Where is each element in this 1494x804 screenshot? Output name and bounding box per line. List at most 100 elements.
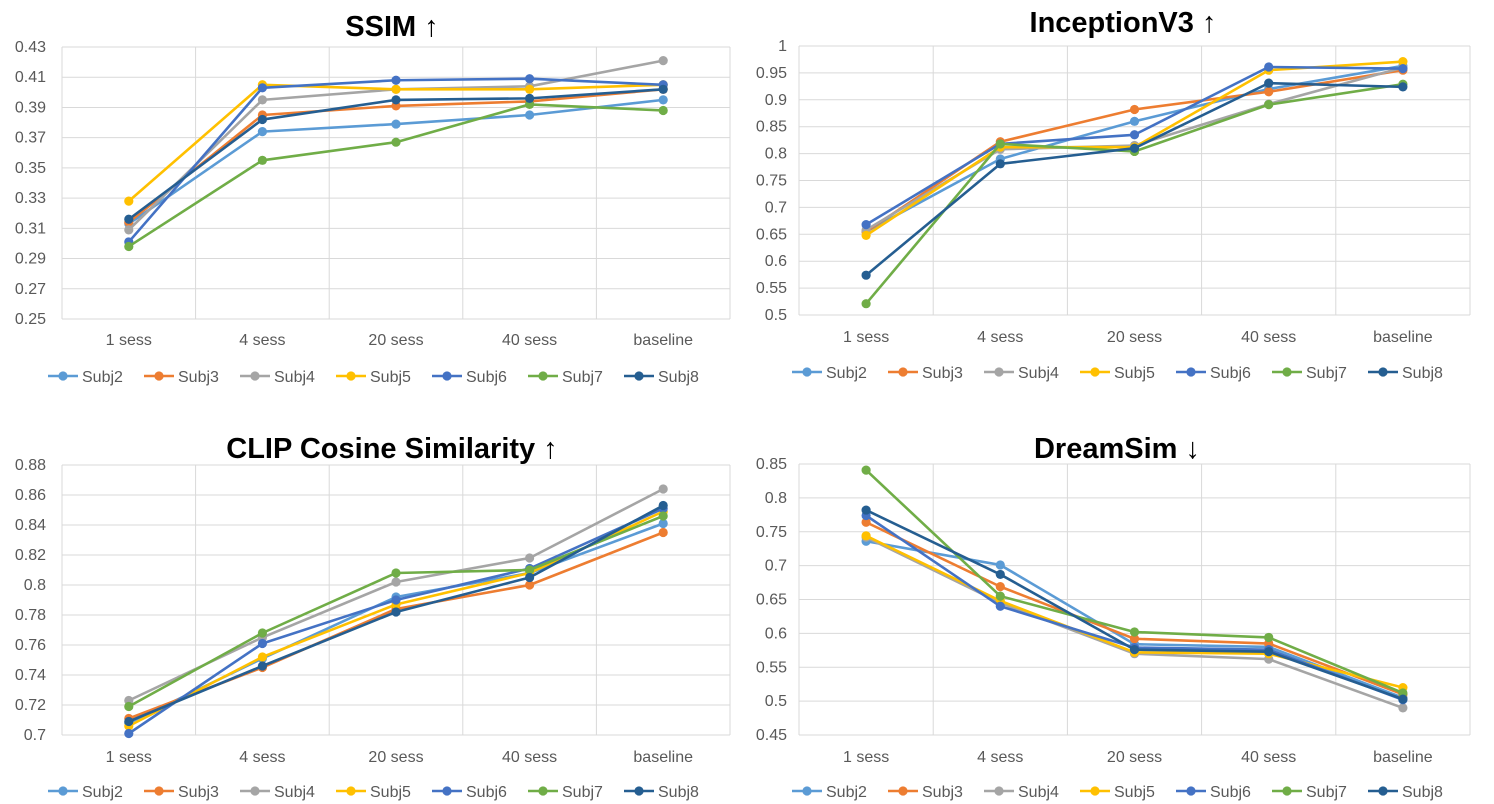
legend-label: Subj7 [1306, 365, 1347, 382]
legend-item-subj3: Subj3 [888, 784, 963, 801]
legend-swatch-marker [1090, 367, 1100, 377]
legend-swatch-marker [154, 786, 164, 796]
data-point-subj5 [861, 531, 871, 541]
legend-swatch-marker [1090, 786, 1100, 796]
series-line-subj2 [128, 98, 664, 225]
data-point-subj3 [658, 527, 668, 538]
x-tick-label: 1 sess [843, 749, 889, 766]
data-point-subj6 [391, 75, 401, 85]
legend-label: Subj3 [922, 784, 963, 801]
data-point-subj7 [1129, 627, 1140, 637]
x-tick-label: 40 sess [502, 749, 557, 766]
legend-swatch-marker [58, 371, 68, 381]
data-point-subj6 [257, 83, 267, 93]
data-point-subj2 [391, 119, 401, 129]
y-tick-label: 0.6 [765, 625, 787, 642]
y-tick-label: 0.55 [756, 280, 787, 297]
chart-title: DreamSim ↓ [1034, 433, 1200, 465]
data-point-subj8 [525, 572, 535, 583]
y-tick-label: 0.95 [756, 65, 787, 82]
y-tick-label: 0.85 [756, 456, 787, 473]
x-tick-label: 4 sess [239, 749, 285, 766]
legend-label: Subj8 [1402, 784, 1443, 801]
legend-swatch-marker [898, 786, 908, 796]
x-tick-label: 4 sess [239, 332, 285, 349]
legend-label: Subj5 [370, 369, 411, 386]
series-line-subj6 [865, 514, 1404, 701]
data-point-subj7 [391, 137, 401, 147]
series-line-subj8 [865, 508, 1404, 701]
legend-swatch-marker [1186, 786, 1196, 796]
legend-swatch-marker [250, 786, 260, 796]
legend-label: Subj5 [1114, 365, 1155, 382]
y-tick-label: 0.6 [765, 253, 787, 270]
data-point-subj8 [1264, 647, 1274, 657]
x-tick-label: 40 sess [1241, 329, 1296, 346]
data-point-subj6 [995, 601, 1005, 611]
legend-item-subj7: Subj7 [528, 784, 603, 801]
series-line-subj2 [128, 522, 664, 725]
legend-item-subj4: Subj4 [984, 784, 1059, 801]
legend-item-subj2: Subj2 [792, 365, 867, 382]
x-tick-label: baseline [1373, 749, 1433, 766]
y-tick-label: 0.8 [765, 146, 787, 163]
data-point-subj6 [391, 595, 401, 605]
chart-inceptionv3: InceptionV3 ↑ 0.5 0.55 0.6 0.65 0.7 0.75 0.8 0.8… [756, 7, 1471, 382]
legend-item-subj8: Subj8 [1368, 365, 1443, 382]
legend-label: Subj6 [466, 369, 507, 386]
data-point-subj2 [658, 518, 668, 529]
legend-swatch-marker [1282, 367, 1292, 377]
y-tick-label: 0.33 [15, 190, 46, 207]
x-tick-label: 40 sess [502, 332, 557, 349]
legend-swatch-marker [538, 786, 548, 796]
legend-label: Subj5 [370, 784, 411, 801]
y-tick-label: 0.5 [765, 693, 787, 710]
series-line-subj3 [128, 531, 664, 720]
y-tick-label: 0.85 [756, 119, 787, 136]
data-point-subj8 [995, 159, 1005, 169]
data-point-subj4 [391, 577, 401, 587]
data-point-subj4 [525, 553, 535, 563]
legend-item-subj2: Subj2 [48, 369, 123, 386]
y-tick-label: 0.5 [765, 307, 787, 324]
y-tick-label: 0.76 [15, 637, 46, 654]
data-point-subj5 [124, 196, 134, 206]
y-tick-label: 0.86 [15, 487, 46, 504]
data-point-subj8 [1398, 82, 1408, 92]
legend-label: Subj3 [178, 784, 219, 801]
series-line-subj7 [865, 469, 1404, 695]
legend-label: Subj3 [922, 365, 963, 382]
data-point-subj7 [861, 465, 871, 475]
y-tick-label: 0.74 [15, 667, 46, 684]
data-point-subj3 [525, 580, 535, 590]
legend-label: Subj2 [82, 784, 123, 801]
y-tick-label: 0.8 [765, 490, 787, 507]
y-tick-label: 0.7 [24, 727, 46, 744]
data-point-subj2 [995, 560, 1005, 570]
legend-label: Subj8 [658, 784, 699, 801]
data-point-subj6 [257, 638, 267, 649]
data-point-subj3 [1264, 87, 1274, 97]
legend-swatch-marker [1186, 367, 1196, 377]
legend-swatch-marker [634, 786, 644, 796]
chart-dreamsim: DreamSim ↓ 0.45 0.5 0.55 0.6 0.65 0.7 0.75 0.8 0.… [756, 433, 1471, 801]
x-tick-label: 20 sess [1107, 749, 1162, 766]
legend-item-subj2: Subj2 [48, 784, 123, 801]
series-line-subj6 [128, 507, 664, 735]
data-point-subj6 [861, 220, 871, 230]
legend-label: Subj2 [82, 369, 123, 386]
y-tick-label: 0.8 [24, 577, 46, 594]
legend-swatch-marker [634, 371, 644, 381]
data-point-subj7 [124, 701, 134, 712]
legend-label: Subj6 [1210, 365, 1251, 382]
data-point-subj7 [861, 299, 871, 309]
legend-item-subj3: Subj3 [144, 784, 219, 801]
chart-title: InceptionV3 ↑ [1030, 7, 1217, 39]
x-tick-label: 1 sess [106, 749, 152, 766]
y-tick-label: 0.72 [15, 697, 46, 714]
legend-label: Subj8 [1402, 365, 1443, 382]
data-point-subj8 [257, 114, 267, 125]
data-point-subj3 [995, 582, 1005, 592]
legend-item-subj5: Subj5 [336, 784, 411, 801]
legend-swatch-marker [154, 371, 164, 381]
